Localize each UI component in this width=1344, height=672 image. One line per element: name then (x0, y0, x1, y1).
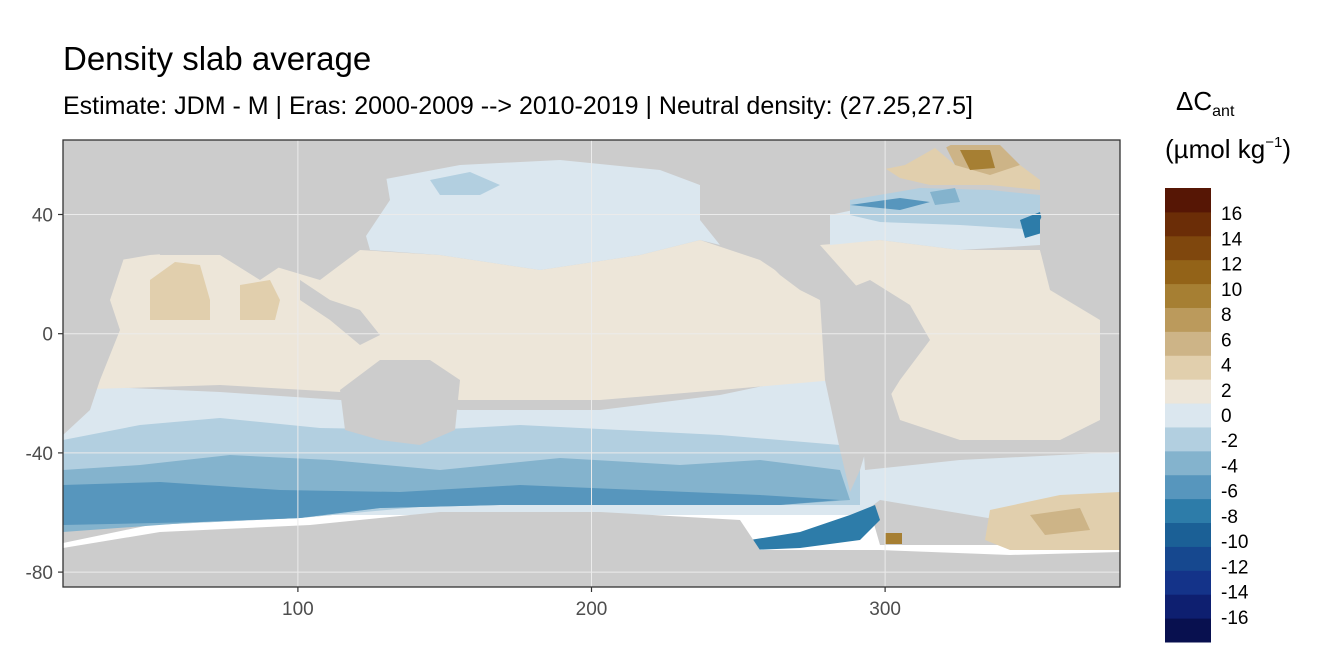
iceland-basin-negative (930, 188, 960, 205)
north-america-land (560, 140, 840, 255)
colorbar-swatch (1165, 379, 1211, 404)
bellingshausen-negative (750, 505, 880, 550)
colorbar-tick-label: -6 (1221, 482, 1238, 503)
colorbar-swatch (1165, 355, 1211, 380)
colorbar-tick-label: -2 (1221, 431, 1238, 452)
y-tick-label: 40 (32, 206, 53, 227)
colorbar-swatch (1165, 188, 1211, 213)
colorbar-swatch (1165, 403, 1211, 428)
land-masses (63, 140, 1120, 587)
labrador-negative (850, 198, 930, 210)
legend-title-subscript: ant (1212, 103, 1235, 120)
chart-title: Density slab average (63, 40, 372, 77)
eurasia-land (150, 140, 390, 280)
arabian-sea-positive (150, 262, 210, 320)
colorbar-swatch (1165, 235, 1211, 261)
colorbar-tick-label: 4 (1221, 356, 1232, 377)
colorbar-tick-label: -4 (1221, 456, 1238, 477)
colorbar-swatch (1165, 283, 1211, 308)
x-tick-label: 300 (869, 599, 901, 620)
europe-africa-east-land (1030, 140, 1120, 320)
colorbar-tick-label: 0 (1221, 406, 1232, 427)
x-axis: 100 200 300 (282, 587, 901, 620)
southeast-asia-land (300, 280, 380, 345)
legend-title-line1: ΔCant (1176, 86, 1234, 121)
colorbar-tick-label: -8 (1221, 507, 1238, 528)
y-tick-label: -40 (26, 444, 53, 465)
colorbar-tick-label: -14 (1221, 583, 1249, 604)
y-tick-label: 0 (42, 325, 53, 346)
drake-positive (885, 533, 902, 544)
colorbar-tick-label: -12 (1221, 557, 1248, 578)
colorbar-tick-label: -16 (1221, 608, 1248, 629)
nordic-strong-positive (960, 150, 995, 170)
africa-land (63, 140, 160, 435)
colorbar-tick-label: 2 (1221, 381, 1232, 402)
weddell-core-positive (1030, 508, 1090, 535)
x-tick-label: 100 (282, 599, 314, 620)
colorbar-tick-label: 16 (1221, 204, 1242, 225)
bay-of-bengal-positive (240, 280, 280, 320)
colorbar-swatch (1165, 474, 1211, 500)
central-america-land (760, 255, 820, 300)
colorbar-swatch (1165, 618, 1211, 643)
south-america-land (820, 280, 930, 492)
legend-title-line2: (µmol kg−1) (1165, 134, 1291, 165)
legend-title-symbol: ΔC (1176, 86, 1213, 116)
x-tick-label: 200 (576, 599, 608, 620)
y-axis: 40 0 -40 -80 (26, 206, 63, 584)
colorbar-swatch (1165, 498, 1211, 524)
colorbar-tick-label: 10 (1221, 280, 1242, 301)
colorbar-tick-label: 14 (1221, 229, 1243, 250)
colorbar-swatch (1165, 307, 1211, 332)
colorbar-tick-label: 8 (1221, 305, 1232, 326)
colorbar: 16 14 12 10 8 6 4 2 0 -2 -4 -6 -8 -10 -12 -14 -16 (1165, 188, 1249, 643)
legend-unit-suffix: ) (1282, 134, 1291, 164)
kuroshio-negative (430, 172, 500, 195)
colorbar-swatch (1165, 426, 1211, 452)
legend-unit-prefix: (µmol kg (1165, 134, 1266, 164)
ocean-field (63, 145, 1120, 560)
y-tick-label: -80 (26, 563, 53, 584)
tropical-indo-pacific (63, 240, 840, 400)
colorbar-swatch (1165, 331, 1211, 356)
colorbar-swatch (1165, 594, 1211, 619)
colorbar-swatch (1165, 211, 1211, 237)
australia-land (340, 360, 460, 445)
colorbar-tick-label: 12 (1221, 255, 1242, 276)
greenland-land (870, 140, 960, 170)
colorbar-swatch (1165, 450, 1211, 476)
colorbar-swatch (1165, 522, 1211, 547)
legend-unit-exponent: −1 (1265, 134, 1283, 151)
colorbar-swatch (1165, 546, 1211, 571)
colorbar-tick-label: -10 (1221, 532, 1248, 553)
chart-subtitle: Estimate: JDM - M | Eras: 2000-2009 --> … (63, 92, 973, 120)
colorbar-swatch (1165, 259, 1211, 285)
colorbar-tick-label: 6 (1221, 330, 1232, 351)
southern-ocean-core (63, 482, 840, 525)
colorbar-swatch (1165, 570, 1211, 595)
irminger-negative (1020, 212, 1045, 238)
gridlines (63, 140, 1120, 587)
